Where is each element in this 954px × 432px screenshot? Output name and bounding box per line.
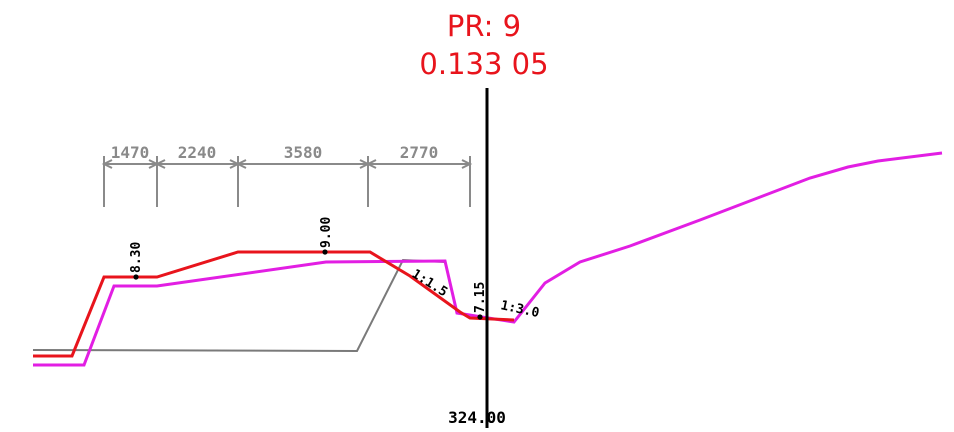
elevation-label-left: 8.30 — [129, 242, 144, 273]
chainage-label: 0.133 05 — [419, 47, 548, 81]
design-cross-section-line — [33, 250, 515, 358]
slope-label-left: 1:1.5 — [409, 267, 450, 300]
elevation-label-crest: 9.00 — [319, 217, 334, 248]
dim-arrow — [235, 159, 247, 169]
elevation-label-ditch: 7.15 — [473, 282, 488, 313]
dimension-value-2: 2240 — [178, 143, 217, 162]
dim-arrow — [461, 159, 473, 169]
dimension-value-3: 3580 — [284, 143, 323, 162]
slope-label-right: 1:3.0 — [499, 298, 541, 321]
existing-terrain-line — [33, 151, 943, 367]
profile-label: PR: 9 — [447, 9, 521, 43]
elevation-point-crest — [322, 249, 328, 255]
dim-arrow — [154, 159, 166, 169]
elevation-point-left — [133, 274, 139, 280]
dim-arrow — [365, 159, 377, 169]
dimension-value-1: 1470 — [111, 143, 150, 162]
datum-elevation-label: 324.00 — [448, 408, 506, 427]
dimension-value-4: 2770 — [400, 143, 439, 162]
elevation-point-ditch — [477, 314, 483, 320]
dim-arrow — [101, 159, 113, 169]
dimension-chain — [101, 156, 473, 207]
